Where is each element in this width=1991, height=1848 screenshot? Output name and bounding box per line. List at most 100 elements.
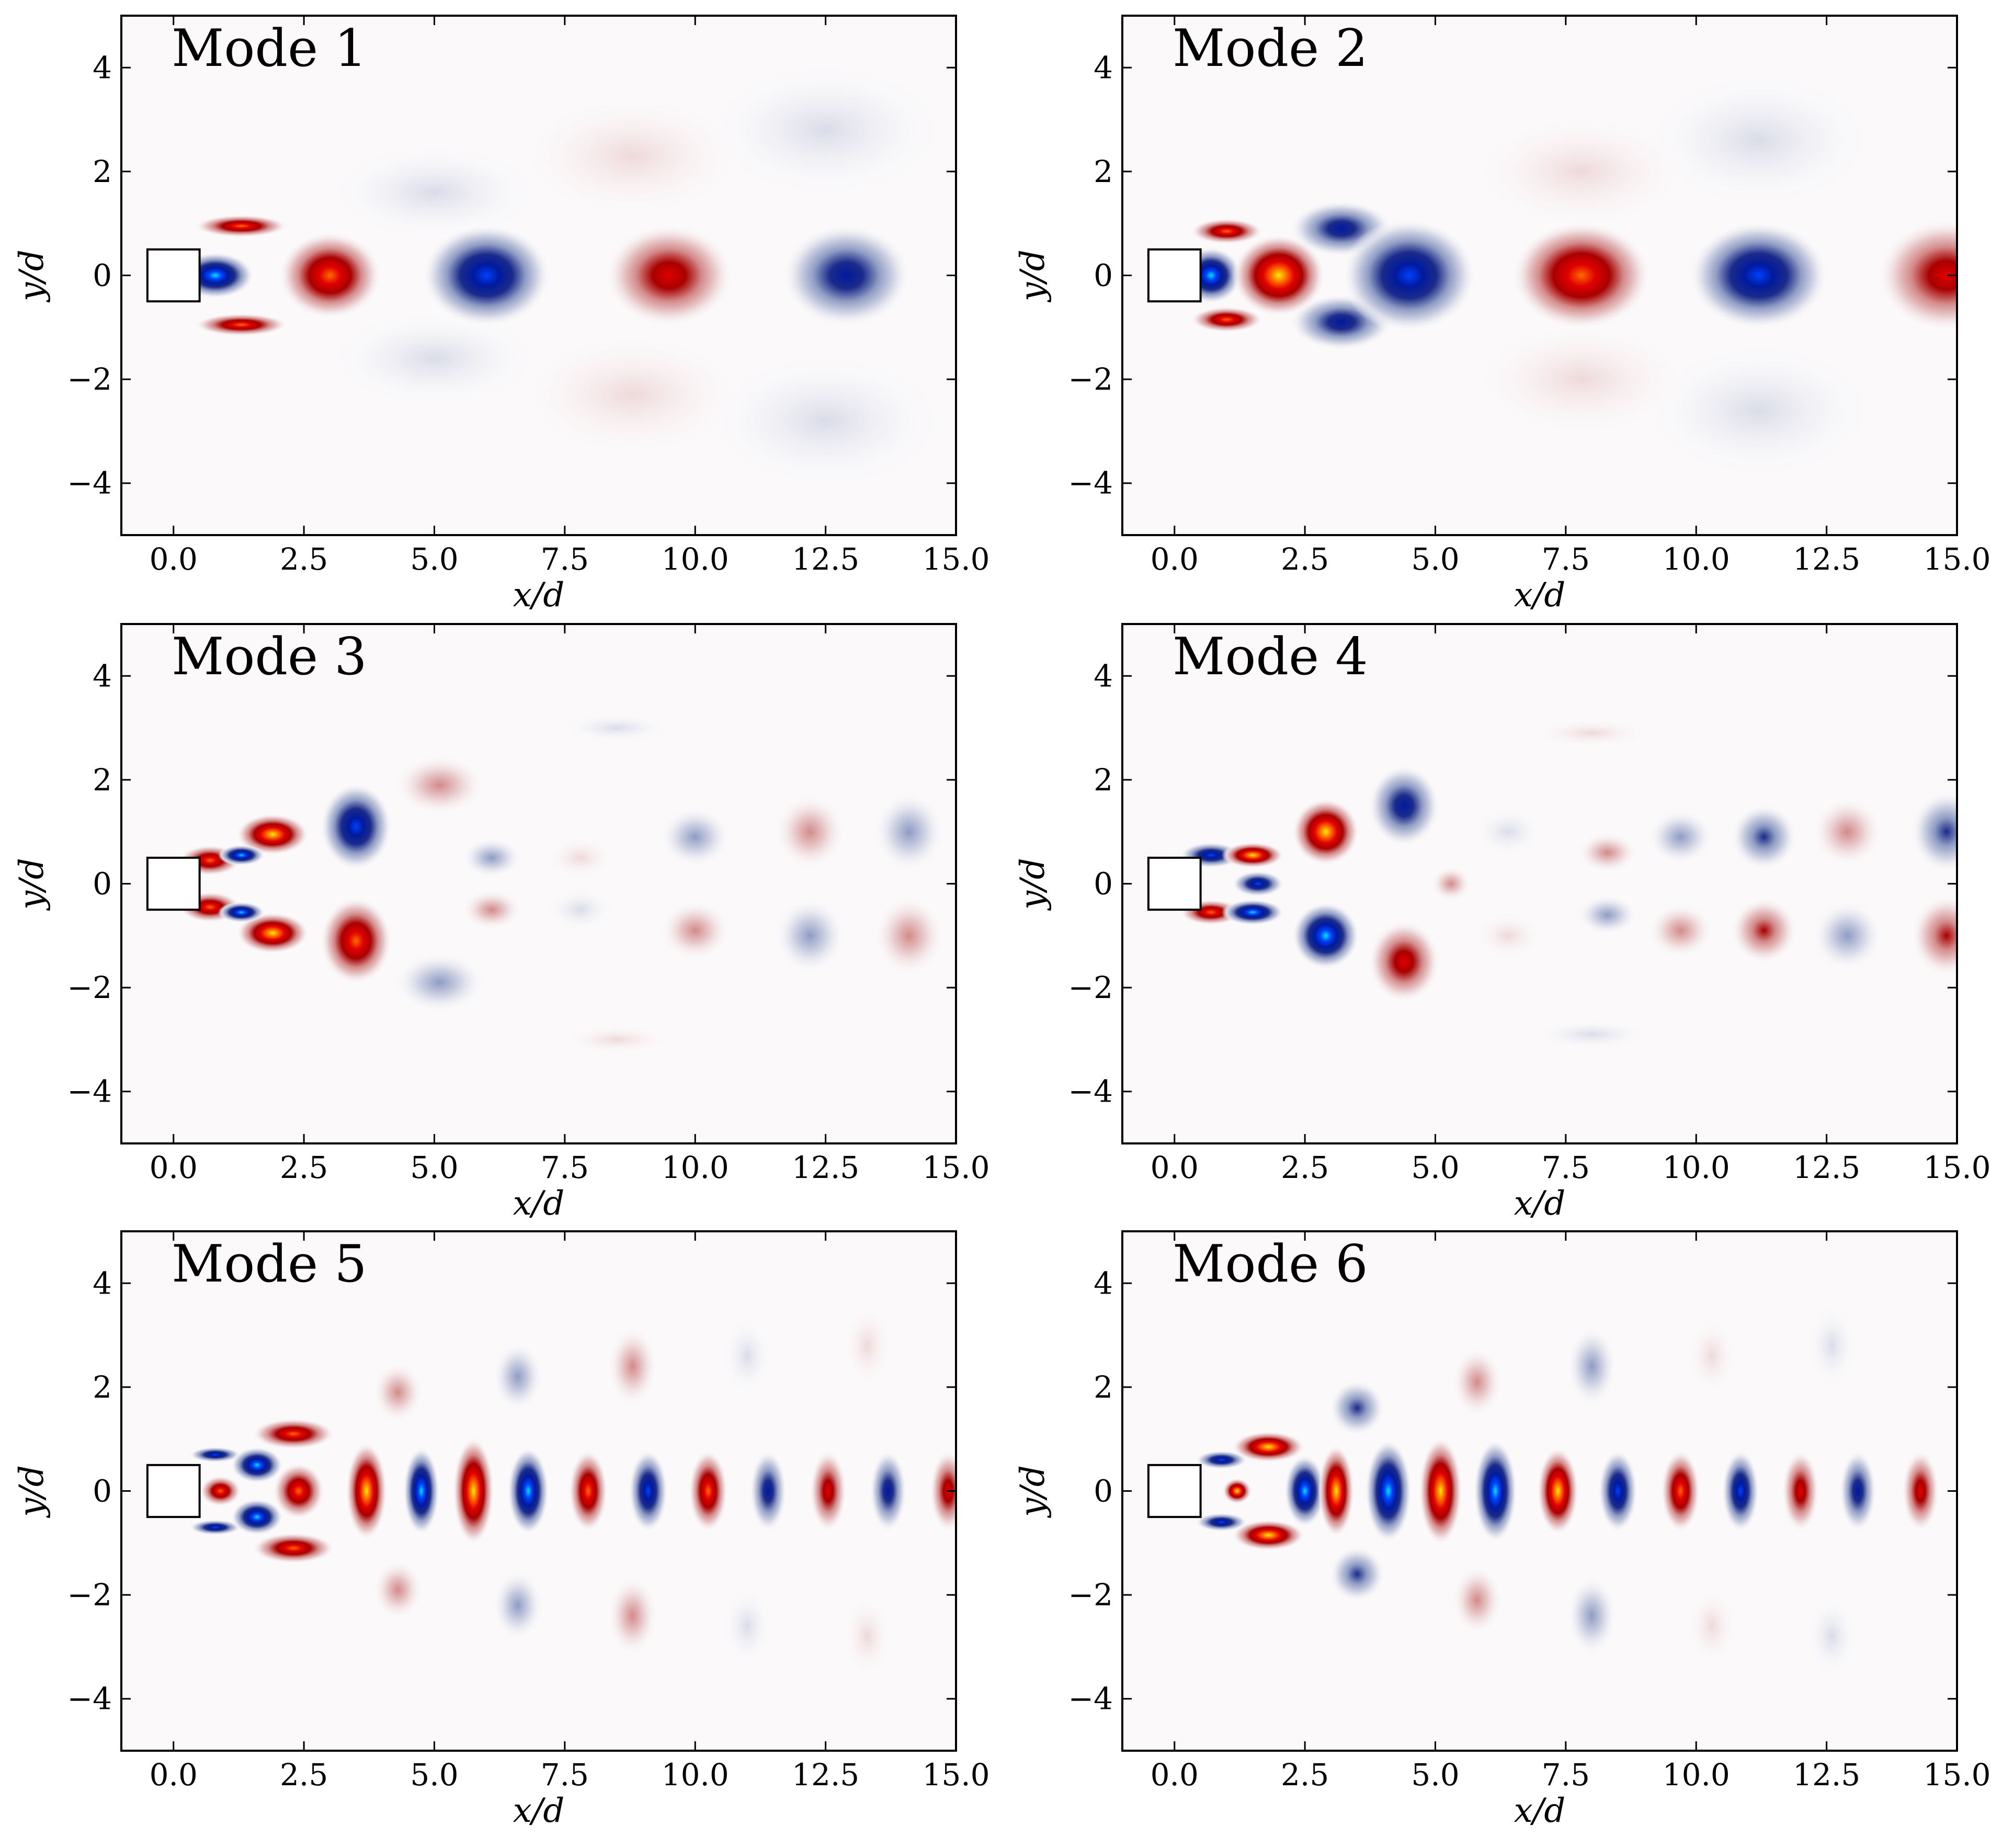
negative-structure-18 (872, 790, 946, 874)
negative-structure-1 (1195, 1450, 1248, 1469)
positive-structure-2 (194, 313, 289, 336)
negative-structure-4 (231, 1499, 283, 1535)
x-tick-label: 2.5 (280, 541, 328, 577)
positive-structure-21 (1910, 894, 1957, 978)
x-tick-label: 10.0 (662, 541, 729, 577)
x-tick-label: 5.0 (410, 541, 458, 577)
x-tick-label: 15.0 (922, 541, 989, 577)
y-tick-label: 2 (1094, 1369, 1113, 1405)
negative-structure-8 (1688, 221, 1829, 330)
positive-structure-4 (236, 813, 310, 855)
negative-structure-3 (1221, 899, 1284, 925)
y-axis-label: y/d (13, 1465, 51, 1518)
x-tick-label: 10.0 (1663, 1757, 1730, 1793)
y-axis-label: y/d (13, 250, 51, 303)
negative-structure-16 (1730, 803, 1798, 871)
x-axis-label: x/d (513, 1792, 565, 1830)
negative-structure-5 (1284, 1454, 1326, 1528)
negative-structure-6 (1341, 218, 1477, 333)
negative-structure-7 (1367, 764, 1441, 847)
negative-structure-4 (1232, 870, 1284, 897)
positive-structure-7 (1511, 221, 1652, 330)
mode-field (1179, 67, 1957, 483)
y-tick-label: 4 (1094, 1265, 1113, 1301)
positive-structure-2 (1190, 307, 1264, 333)
y-tick-label: −4 (1068, 1681, 1113, 1717)
x-tick-label: 2.5 (1281, 1150, 1329, 1185)
negative-structure-2 (218, 845, 265, 866)
x-tick-label: 7.5 (541, 541, 589, 577)
y-tick-label: 4 (1094, 658, 1113, 694)
mode-field (189, 1301, 956, 1681)
plot-background (121, 624, 956, 1143)
x-tick-label: 0.0 (1151, 1150, 1199, 1185)
x-tick-label: 12.5 (792, 1757, 859, 1793)
x-tick-label: 0.0 (150, 541, 198, 577)
positive-structure-10 (1537, 1447, 1579, 1535)
positive-structure-21 (559, 1024, 675, 1056)
y-axis-label: y/d (1014, 1465, 1052, 1518)
positive-structure-14 (1781, 1449, 1819, 1533)
positive-structure-3 (1232, 234, 1326, 317)
positive-structure-8 (1367, 920, 1441, 1003)
y-tick-label: −2 (67, 970, 112, 1005)
negative-structure-15 (1839, 1449, 1877, 1533)
negative-structure-14 (1646, 808, 1715, 866)
negative-structure-13 (1576, 894, 1639, 936)
positive-structure-7 (252, 1532, 335, 1564)
positive-structure-10 (507, 327, 758, 462)
square-cylinder (1147, 248, 1202, 303)
y-tick-label: −4 (67, 1074, 112, 1109)
negative-structure-21 (1565, 1324, 1618, 1408)
negative-structure-17 (1328, 1379, 1386, 1437)
positive-structure-16 (773, 792, 847, 871)
x-tick-label: 5.0 (1411, 1757, 1459, 1793)
negative-structure-3 (218, 902, 265, 923)
panel-mode-6: 0.0 2.5 5.0 7.5 10.0 12.5 15.0 −4 −2 0 2 4 x/d y/d Mod… (1014, 1230, 1991, 1830)
negative-structure-26 (1805, 1592, 1858, 1681)
mode-field (178, 712, 946, 1056)
x-tick-label: 5.0 (410, 1150, 458, 1185)
x-tick-label: 10.0 (662, 1757, 729, 1793)
negative-structure-1 (189, 1447, 242, 1462)
positive-structure-6 (1318, 1444, 1355, 1538)
negative-structure-11 (695, 57, 956, 203)
positive-structure-12 (543, 834, 617, 881)
positive-structure-6 (252, 1418, 335, 1450)
positive-structure-23 (1686, 1314, 1738, 1398)
y-tick-label: 0 (1094, 258, 1113, 293)
negative-structure-26 (721, 1584, 773, 1668)
y-tick-label: 0 (93, 1473, 112, 1509)
negative-structure-10 (460, 837, 524, 879)
y-tick-label: 2 (93, 762, 112, 798)
x-axis-label: x/d (1514, 576, 1566, 615)
y-tick-label: 4 (93, 50, 112, 85)
panel-mode-5: 0.0 2.5 5.0 7.5 10.0 12.5 15.0 −4 −2 0 2 4 x/d y/d Mod… (13, 1230, 990, 1830)
x-tick-label: 15.0 (1923, 1757, 1990, 1793)
x-tick-label: 12.5 (792, 1150, 859, 1185)
negative-structure-22 (492, 1569, 544, 1642)
x-tick-label: 10.0 (1663, 1150, 1730, 1185)
x-tick-label: 0.0 (150, 1150, 198, 1185)
mode-title: Mode 2 (1173, 19, 1368, 78)
x-tick-label: 15.0 (1923, 541, 1990, 577)
y-tick-label: 0 (93, 866, 112, 902)
x-tick-label: 5.0 (1411, 1150, 1459, 1185)
positive-structure-5 (272, 1462, 325, 1520)
positive-structure-9 (1876, 218, 1957, 333)
negative-structure-9 (392, 951, 487, 1014)
positive-structure-8 (392, 754, 487, 817)
y-tick-label: 0 (1094, 1473, 1113, 1509)
negative-structure-22 (1565, 1574, 1618, 1658)
x-tick-label: 12.5 (1793, 1150, 1860, 1185)
negative-structure-13 (628, 1449, 668, 1533)
negative-structure-4 (421, 223, 552, 327)
x-tick-label: 2.5 (280, 1757, 328, 1793)
positive-structure-9 (507, 88, 758, 224)
positive-structure-10 (1461, 109, 1702, 234)
x-tick-label: 12.5 (792, 541, 859, 577)
y-tick-label: −2 (67, 1577, 112, 1613)
panel-mode-1: 0.0 2.5 5.0 7.5 10.0 12.5 15.0 −4 −2 0 2 4 x/d y/d Mod… (13, 15, 990, 615)
negative-structure-14 (658, 806, 732, 868)
